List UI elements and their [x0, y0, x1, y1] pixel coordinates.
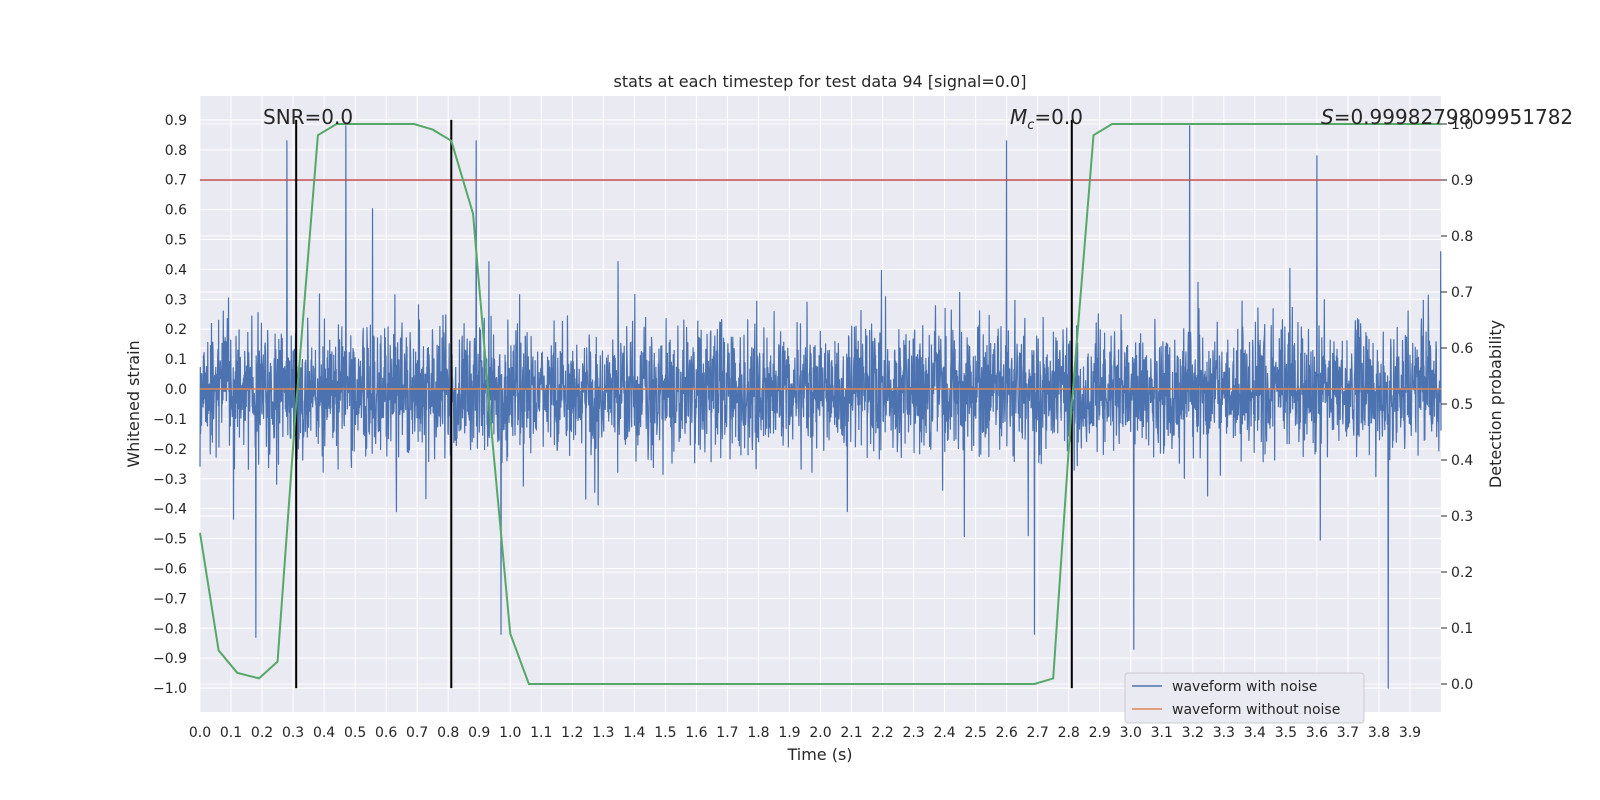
y-tick-label: −0.2 [153, 442, 187, 458]
y2-tick-label: 0.0 [1451, 677, 1473, 693]
x-ticks: 0.0 0.1 0.2 0.3 0.4 0.5 0.6 0.7 0.8 0.9 1.0 1.1 1.2 1… [189, 725, 1421, 741]
y-tick-label: −0.6 [153, 561, 187, 577]
x-tick-label: 2.8 [1058, 725, 1080, 741]
y-tick-label: 0.0 [165, 382, 187, 398]
x-tick-label: 1.2 [561, 725, 583, 741]
x-tick-label: 0.6 [375, 725, 397, 741]
x-tick-label: 3.7 [1337, 725, 1359, 741]
x-tick-label: 1.6 [685, 725, 707, 741]
y-tick-label: 0.9 [165, 113, 187, 129]
x-tick-label: 3.0 [1120, 725, 1142, 741]
y2-ticks: 1.0 0.9 0.8 0.7 0.6 0.5 0.4 0.3 0.2 0.1 0.0 [1441, 117, 1473, 693]
x-tick-label: 2.0 [809, 725, 831, 741]
x-tick-label: 0.3 [282, 725, 304, 741]
x-tick-label: 1.1 [530, 725, 552, 741]
y2-tick-label: 0.5 [1451, 397, 1473, 413]
noisy-waveform [199, 125, 1442, 689]
y2-tick-label: 1.0 [1451, 117, 1473, 133]
y-tick-label: 0.3 [165, 292, 187, 308]
y-tick-label: 0.5 [165, 233, 187, 249]
y-tick-label: −0.1 [153, 412, 187, 428]
snr-annotation: SNR=0.0 [263, 105, 353, 129]
x-axis-label: Time (s) [786, 745, 852, 764]
x-tick-label: 2.7 [1027, 725, 1049, 741]
x-tick-label: 3.3 [1213, 725, 1235, 741]
x-tick-label: 1.3 [592, 725, 614, 741]
x-tick-label: 3.5 [1275, 725, 1297, 741]
y-tick-label: 0.6 [165, 203, 187, 219]
y2-tick-label: 0.1 [1451, 621, 1473, 637]
y2-tick-label: 0.6 [1451, 341, 1473, 357]
y-tick-label: −0.9 [153, 651, 187, 667]
x-tick-label: 1.8 [747, 725, 769, 741]
y-tick-label: −0.5 [153, 532, 187, 548]
y2-tick-label: 0.3 [1451, 509, 1473, 525]
x-tick-label: 0.0 [189, 725, 211, 741]
x-tick-label: 1.7 [716, 725, 738, 741]
mc-subscript: c [1027, 118, 1034, 133]
x-tick-label: 0.5 [344, 725, 366, 741]
s-value: =0.9998279809951782 [1334, 105, 1573, 129]
x-tick-label: 2.4 [933, 725, 955, 741]
x-tick-label: 0.4 [313, 725, 335, 741]
x-tick-label: 3.2 [1182, 725, 1204, 741]
y2-tick-label: 0.7 [1451, 285, 1473, 301]
y2-tick-label: 0.2 [1451, 565, 1473, 581]
x-tick-label: 2.9 [1089, 725, 1111, 741]
x-tick-label: 2.5 [964, 725, 986, 741]
y-tick-label: 0.2 [165, 322, 187, 338]
x-tick-label: 3.4 [1244, 725, 1266, 741]
y-ticks: 0.9 0.8 0.7 0.6 0.5 0.4 0.3 0.2 0.1 0.0 −0.1 −0.2 −0… [153, 113, 187, 697]
y-axis-label: Whitened strain [124, 340, 143, 467]
s-symbol: S [1321, 105, 1334, 129]
x-tick-label: 3.9 [1399, 725, 1421, 741]
mc-annotation: Mc=0.0 [1010, 105, 1083, 133]
legend-label-clean: waveform without noise [1172, 702, 1340, 718]
x-tick-label: 3.8 [1368, 725, 1390, 741]
y-tick-label: 0.8 [165, 143, 187, 159]
y-tick-label: −0.8 [153, 621, 187, 637]
legend-label-noise: waveform with noise [1172, 679, 1317, 695]
x-tick-label: 1.4 [623, 725, 645, 741]
x-tick-label: 2.6 [996, 725, 1018, 741]
mc-symbol: M [1010, 105, 1027, 129]
x-tick-label: 2.2 [871, 725, 893, 741]
probability-line [199, 123, 1441, 685]
y-tick-label: 0.4 [165, 262, 187, 278]
mc-value: =0.0 [1034, 105, 1083, 129]
y2-axis-label: Detection probability [1486, 320, 1505, 488]
x-tick-label: 3.6 [1306, 725, 1328, 741]
x-tick-label: 2.3 [902, 725, 924, 741]
y2-tick-label: 0.8 [1451, 229, 1473, 245]
x-tick-label: 0.7 [406, 725, 428, 741]
y-tick-label: −1.0 [153, 681, 187, 697]
noise-trace [199, 125, 1442, 689]
y2-tick-label: 0.4 [1451, 453, 1473, 469]
x-tick-label: 2.1 [840, 725, 862, 741]
x-tick-label: 3.1 [1151, 725, 1173, 741]
y-tick-label: 0.1 [165, 352, 187, 368]
y-tick-label: −0.4 [153, 502, 187, 518]
legend-box [1124, 672, 1365, 724]
x-tick-label: 0.8 [437, 725, 459, 741]
x-tick-label: 1.9 [778, 725, 800, 741]
chart-title: stats at each timestep for test data 94 … [614, 72, 1027, 91]
y-tick-label: −0.3 [153, 472, 187, 488]
x-tick-label: 1.5 [654, 725, 676, 741]
x-tick-label: 1.0 [499, 725, 521, 741]
x-tick-label: 0.9 [468, 725, 490, 741]
y2-tick-label: 0.9 [1451, 173, 1473, 189]
y-tick-label: 0.7 [165, 173, 187, 189]
y-tick-label: −0.7 [153, 591, 187, 607]
legend: waveform with noise waveform without noi… [1124, 672, 1365, 724]
x-tick-label: 0.2 [251, 725, 273, 741]
x-tick-label: 0.1 [220, 725, 242, 741]
s-annotation: S=0.9998279809951782 [1321, 105, 1573, 129]
